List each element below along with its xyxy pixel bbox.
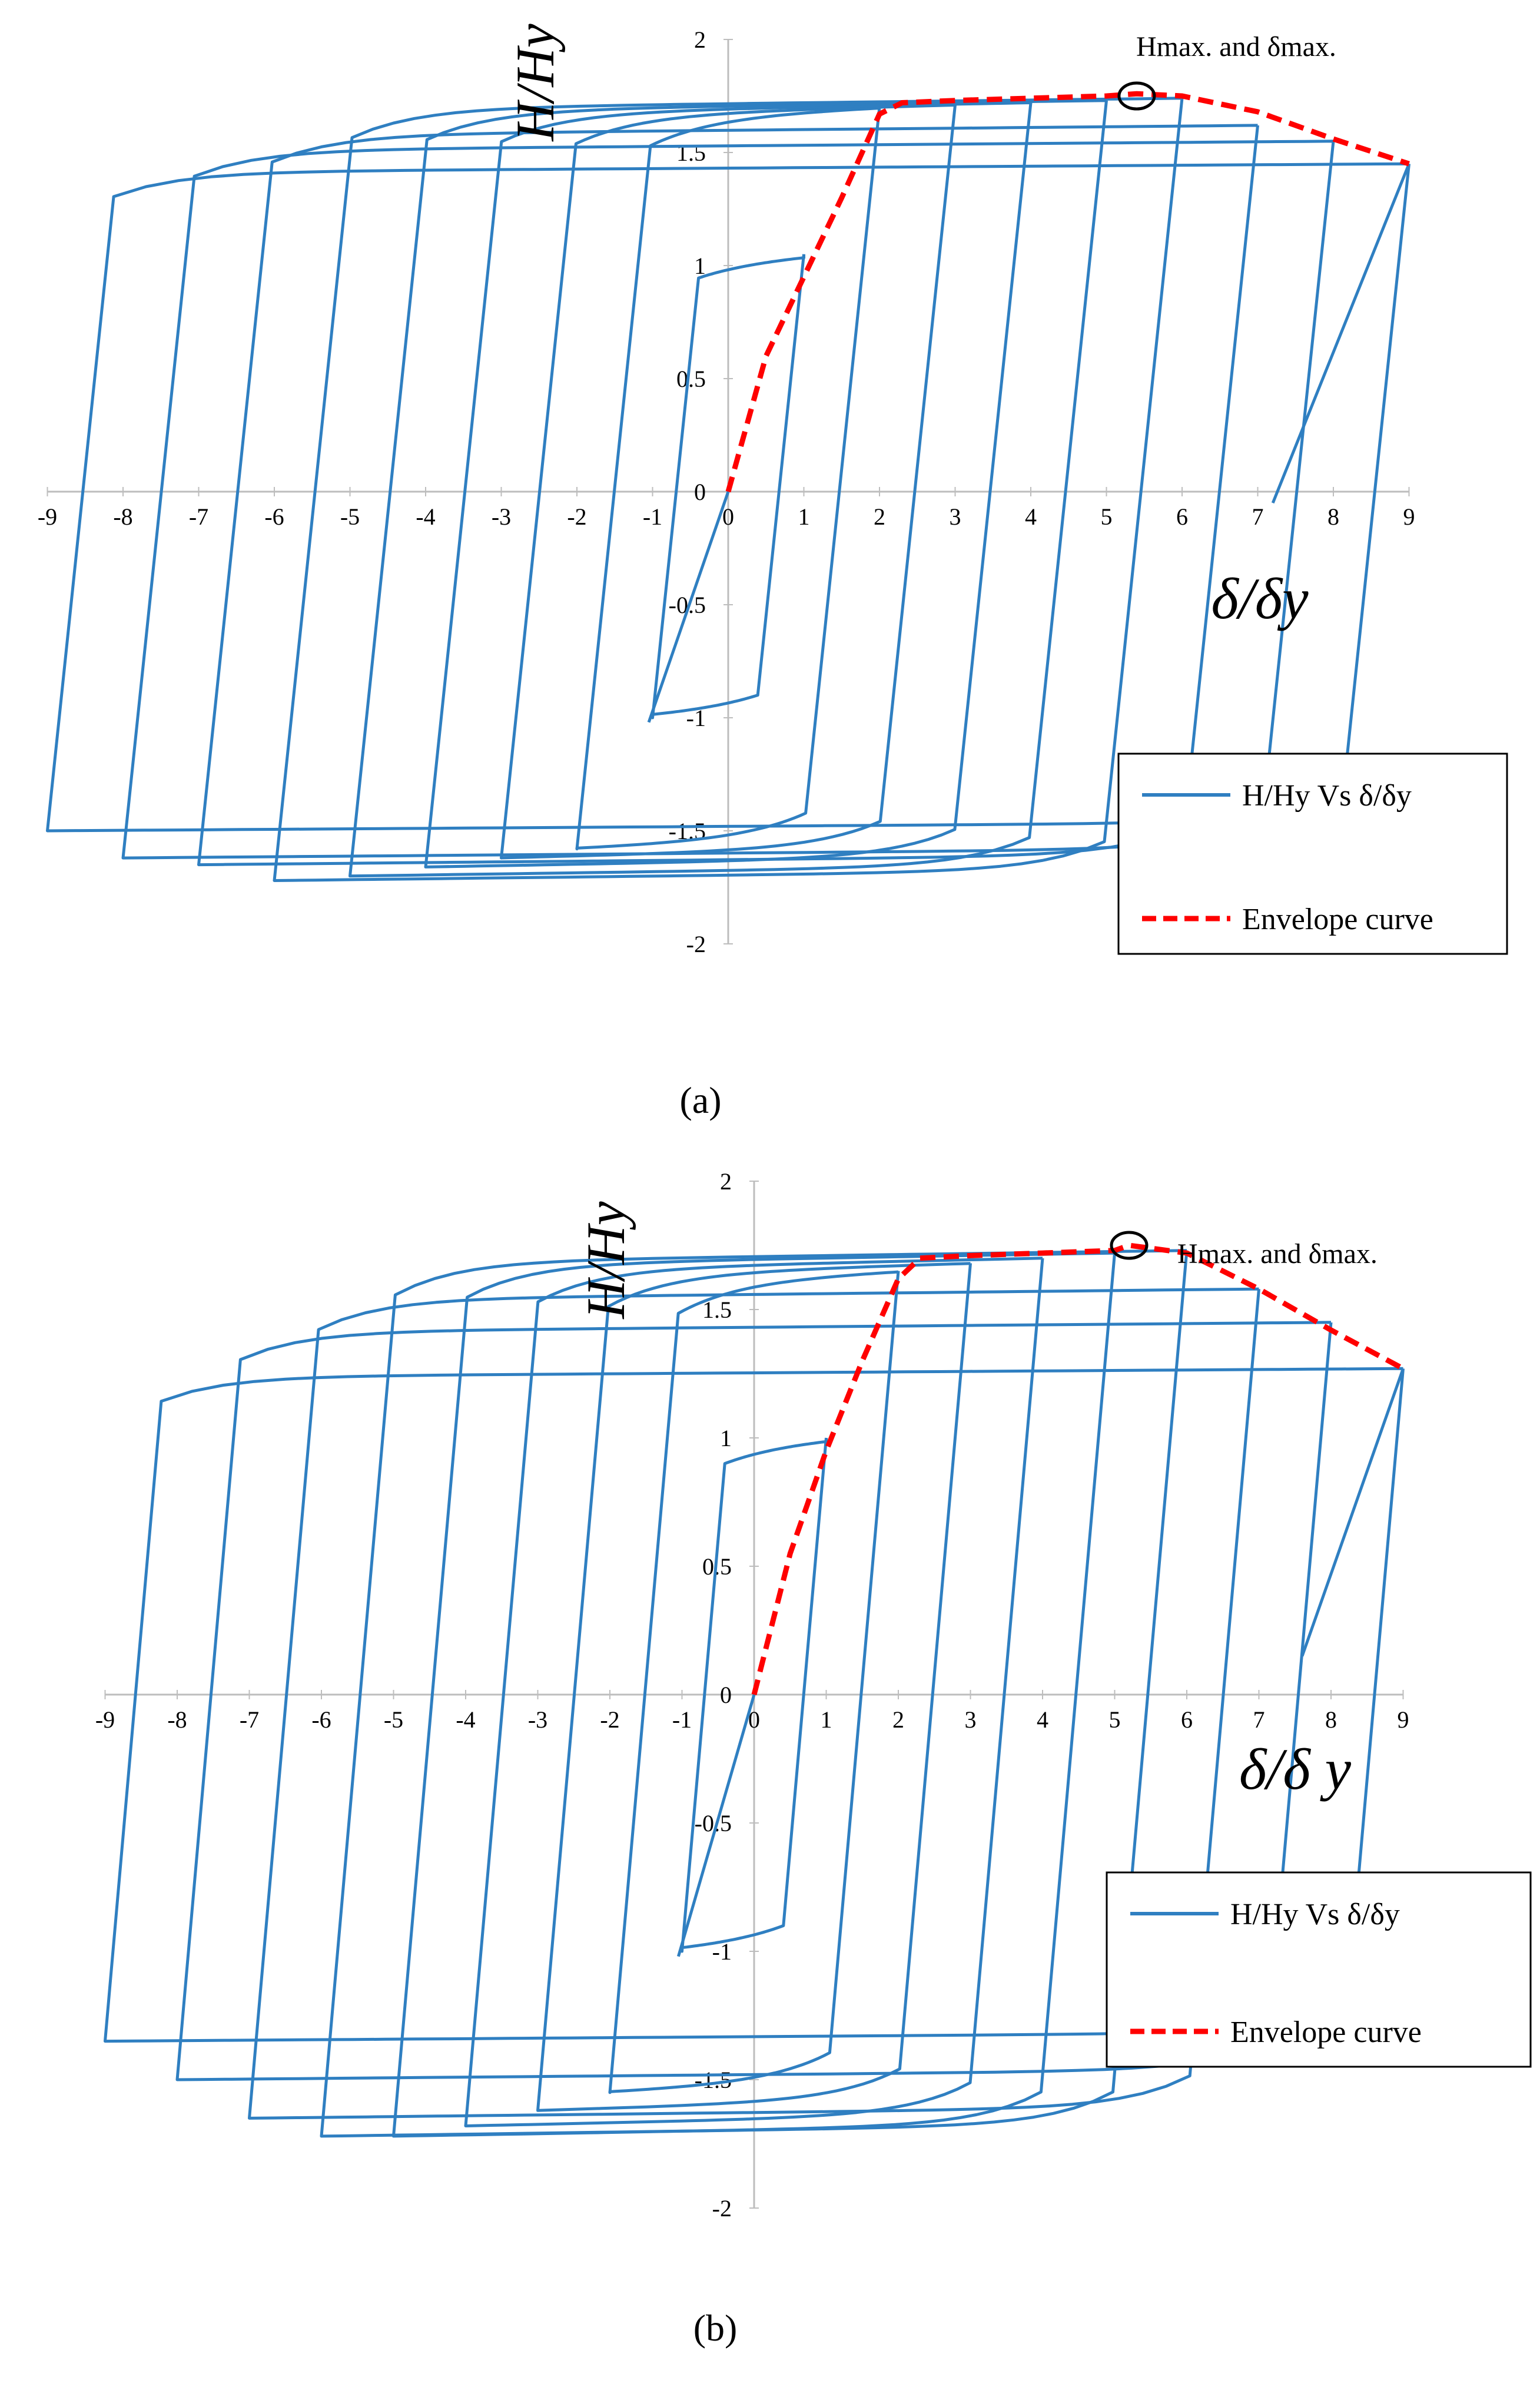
x-tick-label: -6: [264, 503, 284, 530]
y-tick-label: 0: [694, 479, 706, 505]
x-tick-label: 5: [1109, 1706, 1121, 1733]
x-tick-label: 7: [1253, 1706, 1265, 1733]
axes: -9 -8 -7 -6 -5 -4 -3 -2 -1 0 1 2 3 4 5 6 7 8 9-2-1.5-1-0.5…: [38, 26, 1415, 957]
hysteresis-loop: [273, 97, 1184, 882]
y-tick-label: -1.5: [695, 2067, 732, 2093]
x-tick-label: -1: [672, 1706, 692, 1733]
legend-label: Envelope curve: [1242, 903, 1433, 936]
envelope-curve: [751, 1242, 1405, 1696]
hysteresis-loop: [197, 124, 1259, 867]
x-tick-label: -6: [311, 1706, 331, 1733]
panel-caption: (a): [679, 1079, 721, 1121]
hysteresis-loop: [121, 140, 1335, 860]
y-tick-label: -2: [712, 2195, 732, 2222]
x-tick-label: 9: [1398, 1706, 1409, 1733]
x-tick-label: -2: [567, 503, 586, 530]
x-tick-label: 8: [1327, 503, 1339, 530]
legend-box: [1117, 753, 1508, 955]
x-tick-label: 2: [892, 1706, 904, 1733]
hysteresis-loop: [500, 104, 957, 860]
final-unloading-branch: [1271, 163, 1410, 504]
x-tick-label: -8: [167, 1706, 187, 1733]
legend-label: H/Hy Vs δ/δy: [1242, 779, 1412, 813]
hysteresis-loop: [681, 1437, 828, 1953]
x-tick-label: 5: [1101, 503, 1113, 530]
x-tick-label: -8: [113, 503, 132, 530]
final-unloading-branch: [1300, 1368, 1405, 1657]
initial-branch: [647, 491, 730, 723]
x-tick-label: -4: [416, 503, 435, 530]
y-tick-label: 1.5: [676, 140, 706, 166]
x-axis-title: δ/δy: [1211, 566, 1309, 631]
initial-branch: [676, 1694, 756, 1957]
panel-caption: (b): [693, 2307, 738, 2349]
y-tick-label: 1: [694, 253, 706, 279]
x-tick-label: 7: [1252, 503, 1264, 530]
legend-label: H/Hy Vs δ/δy: [1230, 1898, 1400, 1931]
x-tick-label: 0: [748, 1706, 760, 1733]
hysteresis-loop: [104, 1367, 1405, 2043]
x-tick-label: 6: [1181, 1706, 1193, 1733]
x-tick-label: -5: [384, 1706, 403, 1733]
chart-panel-a: -9 -8 -7 -6 -5 -4 -3 -2 -1 0 1 2 3 4 5 6 7 8 9-2-1.5-1-0.5…: [38, 24, 1508, 1121]
hysteresis-loop: [175, 1321, 1333, 2081]
x-tick-label: 1: [798, 503, 810, 530]
y-tick-label: 0: [720, 1682, 732, 1708]
hysteresis-loop: [651, 254, 805, 720]
hysteresis-loop: [349, 99, 1108, 878]
hysteresis-loop: [320, 1249, 1189, 2138]
x-tick-label: -1: [643, 503, 662, 530]
legend-box: [1106, 1871, 1532, 2068]
x-tick-label: 8: [1325, 1706, 1337, 1733]
x-tick-label: -3: [492, 503, 511, 530]
x-tick-label: 4: [1025, 503, 1037, 530]
x-tick-label: -3: [528, 1706, 547, 1733]
max-point-marker: [1110, 1231, 1149, 1260]
x-tick-label: 9: [1403, 503, 1415, 530]
legend: H/Hy Vs δ/δy Envelope curve: [1106, 1871, 1532, 2068]
x-tick-label: 4: [1037, 1706, 1048, 1733]
hysteresis-series: [104, 1249, 1405, 2138]
x-tick-label: -2: [600, 1706, 619, 1733]
hysteresis-loop: [608, 1270, 900, 2094]
legend-label: Envelope curve: [1230, 2016, 1422, 2049]
hysteresis-loop: [248, 1287, 1260, 2120]
y-axis-title: H/Hy: [505, 24, 565, 141]
x-axis-title: δ/δ y: [1239, 1736, 1352, 1802]
y-tick-label: 1: [720, 1425, 732, 1451]
envelope-curve: [725, 91, 1410, 493]
y-tick-label: 0.5: [676, 366, 706, 392]
hysteresis-loop: [46, 162, 1410, 833]
x-tick-label: 3: [950, 503, 961, 530]
x-tick-label: 1: [821, 1706, 832, 1733]
x-tick-label: -5: [340, 503, 360, 530]
hysteresis-loop: [464, 1257, 1044, 2127]
x-tick-label: 0: [722, 503, 734, 530]
x-tick-label: -4: [456, 1706, 475, 1733]
legend: H/Hy Vs δ/δy Envelope curve: [1117, 753, 1508, 955]
hysteresis-loop: [536, 1262, 972, 2112]
axes: -9 -8 -7 -6 -5 -4 -3 -2 -1 0 1 2 3 4 5 6 7 8 9-2-1.5-1-0.5…: [95, 1168, 1409, 2222]
x-tick-label: -7: [189, 503, 208, 530]
x-tick-label: -9: [95, 1706, 115, 1733]
y-axis-title: H/Hy: [576, 1201, 636, 1319]
max-annotation: Hmax. and δmax.: [1136, 31, 1336, 62]
y-tick-label: -2: [686, 931, 706, 957]
chart-panel-b: -9 -8 -7 -6 -5 -4 -3 -2 -1 0 1 2 3 4 5 6 7 8 9-2-1.5-1-0.5…: [95, 1168, 1532, 2349]
y-tick-label: 2: [694, 26, 706, 53]
x-tick-label: 6: [1176, 503, 1188, 530]
x-tick-label: -7: [240, 1706, 259, 1733]
max-point-marker: [1117, 81, 1156, 111]
x-tick-label: 3: [965, 1706, 977, 1733]
hysteresis-loop: [575, 107, 881, 851]
hysteresis-series: [46, 97, 1410, 882]
y-tick-label: 2: [720, 1168, 732, 1195]
x-tick-label: -9: [38, 503, 57, 530]
x-tick-label: 2: [874, 503, 885, 530]
max-annotation: Hmax. and δmax.: [1177, 1238, 1378, 1269]
